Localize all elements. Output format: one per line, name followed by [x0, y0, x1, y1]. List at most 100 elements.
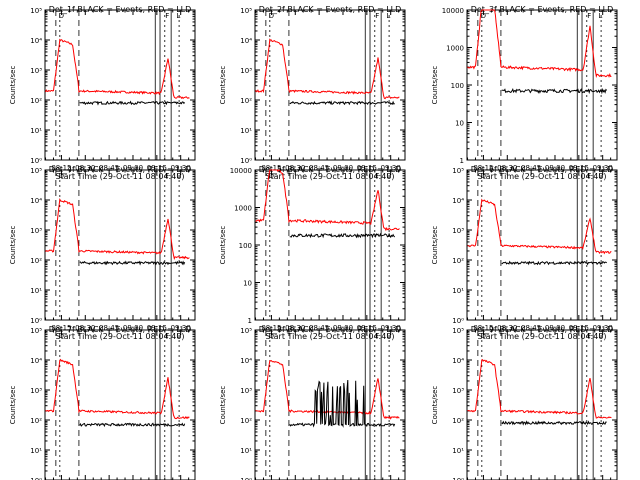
x-tick-label: 08:45 — [99, 164, 119, 172]
y-tick-label: 10² — [240, 97, 252, 105]
x-tick-label: 08:30 — [497, 164, 517, 172]
events-series-line — [289, 379, 396, 428]
lld-series-line — [467, 198, 612, 255]
x-tick-label: 09:30 — [593, 324, 613, 332]
lld-series-line — [45, 358, 190, 420]
interval-label: L — [386, 12, 390, 20]
y-tick-label: 10² — [452, 417, 464, 425]
panel-8: Det_8f BLACK = Events, RED = LLDCounts/s… — [219, 325, 406, 480]
y-tick-label: 10 — [243, 280, 252, 288]
interval-label: D — [269, 12, 274, 20]
plot-frame — [466, 9, 618, 161]
plot-frame — [254, 169, 406, 321]
panel-5: Det_5f BLACK = Events, RED = LLDCounts/s… — [219, 165, 406, 341]
x-axis-label: Start Time (29-Oct-11 08:04:40) — [55, 172, 184, 181]
x-tick-label: 08:15 — [261, 324, 281, 332]
x-tick-label: 08:15 — [261, 164, 281, 172]
panel-6: Det_6f BLACK = Events, RED = LLDCounts/s… — [431, 165, 618, 341]
events-series-line — [501, 260, 608, 266]
y-axis-label: Counts/sec — [9, 66, 17, 105]
events-series-line — [501, 87, 608, 95]
interval-label: D — [269, 332, 274, 340]
y-tick-label: 10⁴ — [452, 197, 464, 205]
x-tick-label: 09:30 — [593, 164, 613, 172]
interval-label: L — [176, 12, 180, 20]
y-tick-label: 10² — [30, 257, 42, 265]
x-tick-label: 09:30 — [171, 324, 191, 332]
y-tick-label: 10³ — [30, 227, 42, 235]
y-tick-label: 10³ — [452, 227, 464, 235]
panel-9: Det_9f BLACK = Events, RED = LLDCounts/s… — [431, 325, 618, 480]
y-axis-label: Counts/sec — [9, 226, 17, 265]
y-axis-label: Counts/sec — [431, 226, 439, 265]
x-tick-label: 08:45 — [99, 324, 119, 332]
x-tick-label: 09:15 — [147, 324, 167, 332]
interval-label: F — [587, 172, 591, 180]
y-tick-label: 1 — [248, 317, 252, 325]
y-tick-label: 10⁰ — [30, 477, 42, 480]
y-tick-label: 10² — [240, 417, 252, 425]
y-tick-label: 10⁴ — [240, 37, 252, 45]
x-tick-label: 08:45 — [309, 324, 329, 332]
y-tick-label: 10² — [30, 97, 42, 105]
y-tick-label: 10³ — [240, 387, 252, 395]
panel-3: Det_3f BLACK = Events, RED = LLDCounts/s… — [431, 5, 618, 181]
interval-label: D — [269, 172, 274, 180]
y-tick-label: 1000 — [234, 205, 252, 213]
interval-label: F — [165, 332, 169, 340]
interval-label: L — [176, 172, 180, 180]
interval-label: D — [59, 172, 64, 180]
lld-series-line — [255, 38, 400, 100]
x-tick-label: 09:30 — [171, 164, 191, 172]
y-tick-label: 10⁵ — [30, 327, 42, 335]
y-axis-label: Counts/sec — [219, 226, 227, 265]
interval-label: F — [375, 332, 379, 340]
x-tick-label: 09:15 — [147, 164, 167, 172]
plot-frame — [44, 329, 196, 480]
y-tick-label: 10¹ — [30, 447, 42, 455]
y-axis-label: Counts/sec — [219, 66, 227, 105]
interval-label: D — [59, 332, 64, 340]
interval-label: L — [598, 172, 602, 180]
x-tick-label: 08:30 — [285, 164, 305, 172]
x-tick-label: 09:30 — [381, 164, 401, 172]
lld-series-line — [467, 9, 612, 78]
y-tick-label: 10000 — [442, 7, 464, 15]
interval-label: L — [598, 332, 602, 340]
y-axis-label: Counts/sec — [431, 386, 439, 425]
lld-series-line — [45, 198, 190, 260]
plot-frame — [44, 169, 196, 321]
interval-label: F — [587, 12, 591, 20]
interval-label: F — [165, 12, 169, 20]
y-tick-label: 10⁰ — [452, 317, 464, 325]
plot-frame — [466, 329, 618, 480]
y-tick-label: 10³ — [30, 67, 42, 75]
y-tick-label: 10⁵ — [452, 167, 464, 175]
interval-label: L — [386, 332, 390, 340]
interval-label: D — [481, 12, 486, 20]
interval-label: L — [598, 12, 602, 20]
x-tick-label: 08:30 — [497, 324, 517, 332]
plot-frame — [254, 9, 406, 161]
events-series-line — [501, 420, 607, 426]
x-tick-label: 09:15 — [357, 324, 377, 332]
y-axis-label: Counts/sec — [9, 386, 17, 425]
y-tick-label: 10² — [30, 417, 42, 425]
interval-label: L — [386, 172, 390, 180]
x-tick-label: 09:30 — [381, 324, 401, 332]
x-axis-label: Start Time (29-Oct-11 08:04:40) — [265, 332, 394, 341]
interval-label: D — [59, 12, 64, 20]
x-axis-label: Start Time (29-Oct-11 08:04:40) — [477, 332, 606, 341]
y-tick-label: 100 — [451, 82, 464, 90]
x-tick-label: 09:00 — [123, 164, 143, 172]
y-tick-label: 10¹ — [240, 127, 252, 135]
interval-label: F — [165, 172, 169, 180]
x-axis-label: Start Time (29-Oct-11 08:04:40) — [477, 172, 606, 181]
panel-7: Det_7f BLACK = Events, RED = LLDCounts/s… — [9, 325, 196, 480]
y-tick-label: 10¹ — [452, 287, 464, 295]
x-tick-label: 08:45 — [521, 324, 541, 332]
x-tick-label: 09:00 — [333, 324, 353, 332]
lld-series-line — [255, 169, 400, 232]
panel-4: Det_4f BLACK = Events, RED = LLDCounts/s… — [9, 165, 196, 341]
y-tick-label: 10¹ — [30, 287, 42, 295]
